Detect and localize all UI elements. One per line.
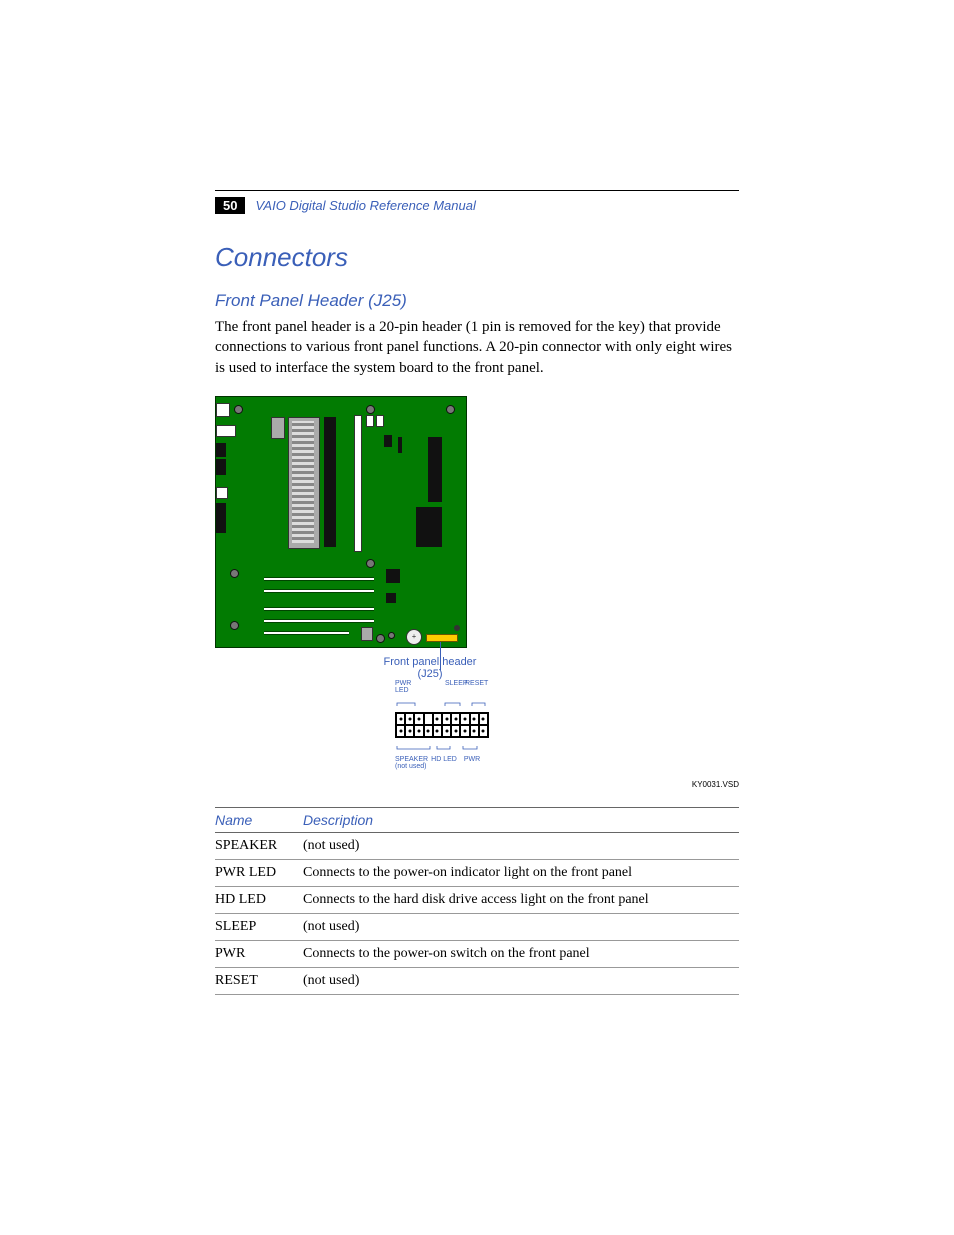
cell-desc: (not used) xyxy=(303,832,739,859)
cell-desc: Connects to the power-on switch on the f… xyxy=(303,940,739,967)
bot-label-speaker: SPEAKER xyxy=(395,756,430,763)
pin-labels-top: PWR LED SLEEP RESET xyxy=(395,680,490,694)
header-rule xyxy=(215,190,739,191)
cell-name: SLEEP xyxy=(215,913,303,940)
fp-label-line2: (J25) xyxy=(417,668,442,680)
cell-name: HD LED xyxy=(215,886,303,913)
front-panel-label: Front panel header (J25) xyxy=(370,656,490,680)
pin-diagram: PWR LED SLEEP RESET xyxy=(395,680,490,770)
connector-table: Name Description SPEAKER(not used) PWR L… xyxy=(215,807,739,995)
bot-label-pwr: PWR xyxy=(458,756,486,763)
bot-label-hdled: HD LED xyxy=(430,756,458,763)
cell-desc: Connects to the power-on indicator light… xyxy=(303,859,739,886)
top-label-sleep: SLEEP xyxy=(445,680,465,694)
vsd-label: KY0031.VSD xyxy=(215,780,739,789)
table-row: SLEEP(not used) xyxy=(215,913,739,940)
callout-line xyxy=(440,642,441,670)
col-desc: Description xyxy=(303,807,739,832)
page-header: 50 VAIO Digital Studio Reference Manual xyxy=(215,197,739,214)
top-label-reset: RESET xyxy=(465,680,487,694)
table-row: SPEAKER(not used) xyxy=(215,832,739,859)
subsection-title: Front Panel Header (J25) xyxy=(215,291,739,311)
cell-desc: (not used) xyxy=(303,967,739,994)
top-label-pwrled: PWR LED xyxy=(395,680,423,694)
cell-name: PWR xyxy=(215,940,303,967)
cell-name: SPEAKER xyxy=(215,832,303,859)
cell-name: RESET xyxy=(215,967,303,994)
fp-label-line1: Front panel header xyxy=(384,656,477,668)
cell-desc: (not used) xyxy=(303,913,739,940)
manual-title: VAIO Digital Studio Reference Manual xyxy=(255,198,475,213)
bottom-brackets xyxy=(395,745,487,751)
table-row: PWRConnects to the power-on switch on th… xyxy=(215,940,739,967)
table-row: PWR LEDConnects to the power-on indicato… xyxy=(215,859,739,886)
col-name: Name xyxy=(215,807,303,832)
page-number-box: 50 xyxy=(215,197,245,214)
cell-name: PWR LED xyxy=(215,859,303,886)
table-row: HD LEDConnects to the hard disk drive ac… xyxy=(215,886,739,913)
page: 50 VAIO Digital Studio Reference Manual … xyxy=(0,0,954,995)
table-row: RESET(not used) xyxy=(215,967,739,994)
cell-desc: Connects to the hard disk drive access l… xyxy=(303,886,739,913)
pin-header-box xyxy=(395,712,489,738)
pin-labels-bottom: SPEAKER HD LED PWR xyxy=(395,756,490,763)
diagram-area: + Front panel header (J25) PWR LED SLEEP… xyxy=(215,396,739,789)
section-title: Connectors xyxy=(215,242,739,273)
top-brackets xyxy=(395,701,487,707)
body-paragraph: The front panel header is a 20-pin heade… xyxy=(215,317,739,378)
speaker-not-used: (not used) xyxy=(395,763,490,770)
motherboard-diagram: + xyxy=(215,396,467,648)
